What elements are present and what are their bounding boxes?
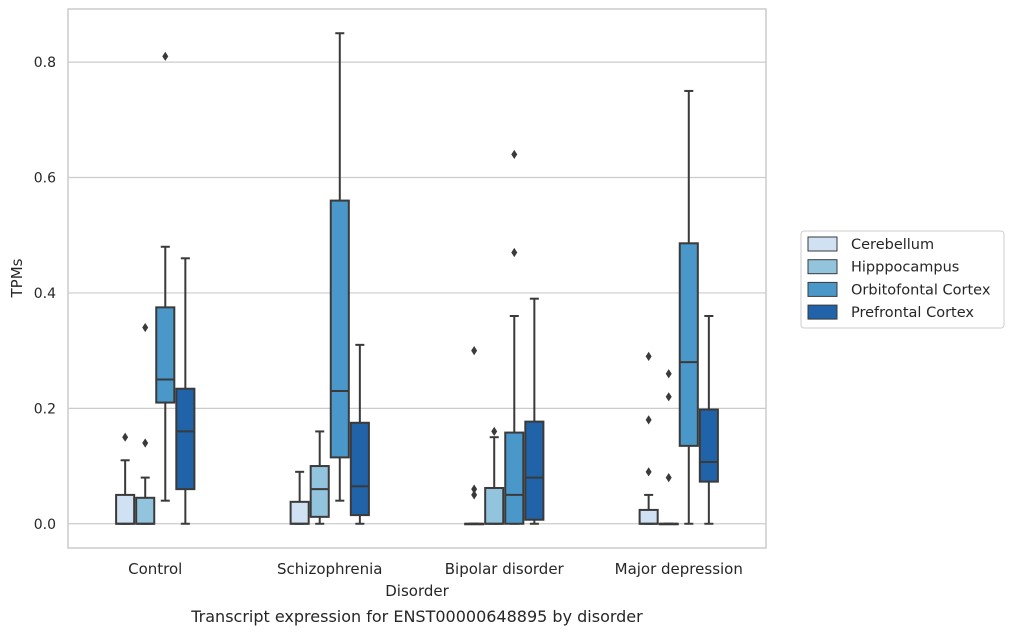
x-tick-label: Major depression [615, 560, 743, 578]
box-body [524, 420, 545, 521]
box-orbitofontal-cortex [155, 51, 176, 502]
chart-caption: Transcript expression for ENST0000064889… [190, 607, 643, 626]
legend-label: Cerebellum [851, 237, 934, 253]
outlier-point [665, 392, 672, 402]
box-orbitofontal-cortex [329, 32, 350, 502]
outlier-point [122, 432, 129, 442]
box-hipppocampus [309, 430, 330, 525]
box-groups [115, 32, 719, 526]
legend-swatch [807, 304, 838, 320]
x-axis-label: Disorder [385, 582, 449, 600]
y-axis-ticks: 0.0 0.2 0.4 0.6 0.8 [34, 55, 56, 533]
y-tick-label: 0.0 [34, 517, 56, 533]
box-prefrontal-cortex [349, 343, 370, 525]
box-hipppocampus [658, 369, 679, 526]
y-tick-label: 0.4 [34, 286, 56, 302]
box-orbitofontal-cortex [678, 89, 699, 525]
legend: Cerebellum Hipppocampus Orbitofontal Corte… [800, 230, 1005, 329]
box-body [155, 306, 176, 404]
y-tick-label: 0.6 [34, 171, 56, 187]
box-body [698, 408, 719, 483]
outlier-point [142, 322, 149, 333]
gridlines [68, 61, 766, 525]
box-orbitofontal-cortex [504, 149, 525, 525]
plot-frame [67, 8, 767, 549]
outlier-point [645, 351, 652, 362]
box-prefrontal-cortex [175, 257, 196, 525]
outlier-point [471, 484, 478, 494]
outlier-point [665, 472, 672, 483]
outlier-point [471, 490, 478, 500]
legend-frame [800, 230, 1005, 329]
box-body [329, 199, 350, 459]
box-cerebellum [289, 470, 310, 525]
legend-label: Hipppocampus [851, 260, 959, 276]
outlier-point [665, 369, 672, 379]
box-body [289, 500, 310, 525]
x-tick-label: Schizophrenia [277, 560, 382, 578]
legend-swatch [807, 281, 838, 297]
outlier-point [645, 415, 652, 425]
box-body [638, 508, 659, 525]
box-body [309, 465, 330, 518]
legend-swatch [807, 259, 838, 275]
outlier-point [162, 51, 169, 61]
y-tick-label: 0.2 [34, 401, 56, 417]
outlier-point [511, 149, 518, 160]
box-cerebellum [464, 346, 485, 526]
box-hipppocampus [484, 426, 505, 525]
outlier-point [645, 467, 652, 477]
y-tick-label: 0.8 [34, 55, 56, 71]
outlier-point [471, 346, 478, 356]
box-prefrontal-cortex [698, 315, 719, 525]
box-body [115, 493, 136, 525]
box-body [678, 242, 699, 447]
box-body [349, 421, 370, 517]
box-body [484, 486, 505, 525]
box-cerebellum [638, 351, 659, 525]
x-tick-label: Bipolar disorder [445, 560, 565, 578]
box-body [135, 496, 156, 525]
x-tick-label: Control [128, 560, 182, 578]
x-axis-ticks: Control Schizophrenia Bipolar disorder Majo… [128, 560, 743, 578]
legend-label: Orbitofontal Cortex [851, 282, 991, 298]
y-axis-label: TPMs [8, 258, 26, 298]
box-hipppocampus [135, 322, 156, 525]
legend-swatch [807, 236, 838, 252]
outlier-point [142, 438, 149, 448]
legend-label: Prefrontal Cortex [851, 305, 974, 321]
box-body [504, 431, 525, 525]
box-cerebellum [115, 432, 136, 525]
box-body [175, 387, 196, 491]
outlier-point [491, 426, 498, 437]
box-prefrontal-cortex [524, 297, 545, 525]
outlier-point [511, 247, 518, 258]
